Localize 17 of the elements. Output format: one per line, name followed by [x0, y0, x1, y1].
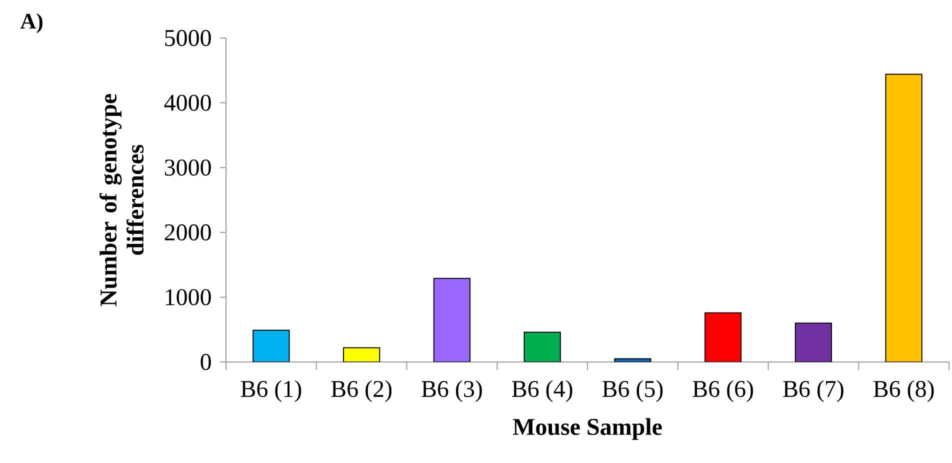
x-tick-label: B6 (2): [331, 380, 392, 402]
y-tick-label: 1000: [166, 289, 211, 306]
y-tick-label: 3000: [164, 159, 211, 176]
x-tick-label: B6 (1): [240, 380, 302, 402]
text: A): [20, 13, 42, 34]
x-tick-label: B6 (5): [602, 380, 663, 402]
y-tick-label: 4000: [164, 94, 211, 111]
y-tick-label: 0: [200, 354, 211, 370]
x-tick-label: B6 (7): [783, 380, 844, 402]
x-tick-label: B6 (4): [512, 380, 572, 402]
x-tick-label: B6 (6): [692, 380, 753, 402]
y-tick-label: 5000: [165, 30, 211, 46]
y-tick-label: 2000: [164, 224, 211, 240]
x-tick-label: B6 (8): [874, 380, 934, 402]
y-axis-title: Number of genotype differences: [99, 94, 144, 306]
x-axis-title: Mouse Sample: [512, 418, 662, 440]
x-tick-label: B6 (3): [422, 380, 482, 402]
